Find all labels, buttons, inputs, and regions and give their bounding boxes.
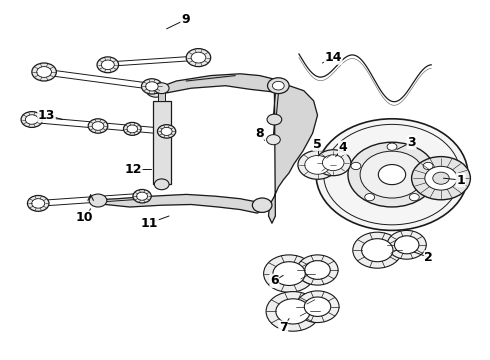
Circle shape: [123, 122, 141, 135]
Circle shape: [133, 189, 151, 203]
Circle shape: [32, 63, 56, 81]
Circle shape: [137, 192, 147, 200]
Circle shape: [387, 143, 397, 150]
Text: 4: 4: [339, 141, 347, 154]
Text: 2: 2: [424, 251, 433, 264]
Circle shape: [409, 194, 419, 201]
Circle shape: [92, 122, 104, 130]
Circle shape: [316, 119, 468, 230]
Circle shape: [378, 165, 406, 185]
Circle shape: [353, 232, 402, 268]
Circle shape: [32, 199, 45, 208]
Polygon shape: [269, 86, 318, 223]
Circle shape: [362, 239, 393, 262]
Text: 12: 12: [124, 163, 142, 176]
Circle shape: [97, 57, 119, 73]
Text: 1: 1: [456, 174, 465, 186]
Text: 6: 6: [270, 274, 279, 287]
Text: 14: 14: [324, 51, 342, 64]
Circle shape: [297, 255, 338, 285]
Circle shape: [25, 115, 38, 124]
Circle shape: [142, 79, 162, 94]
Circle shape: [322, 155, 344, 171]
Polygon shape: [96, 194, 265, 213]
Circle shape: [88, 119, 108, 133]
Circle shape: [146, 82, 158, 91]
Circle shape: [348, 142, 436, 207]
Circle shape: [252, 198, 272, 212]
Circle shape: [412, 157, 470, 200]
Circle shape: [305, 156, 330, 174]
Circle shape: [267, 135, 280, 145]
Circle shape: [433, 172, 449, 184]
FancyBboxPatch shape: [158, 88, 165, 101]
Circle shape: [161, 127, 172, 135]
Circle shape: [267, 114, 282, 125]
Circle shape: [298, 150, 337, 179]
Circle shape: [276, 299, 310, 324]
Circle shape: [316, 150, 351, 176]
Circle shape: [154, 179, 169, 190]
Circle shape: [296, 291, 339, 323]
Circle shape: [101, 60, 114, 69]
Text: 7: 7: [279, 321, 288, 334]
Text: 10: 10: [76, 211, 94, 224]
Circle shape: [21, 112, 43, 127]
Text: 8: 8: [255, 127, 264, 140]
Text: 5: 5: [313, 138, 322, 150]
Circle shape: [360, 151, 424, 198]
Circle shape: [154, 83, 169, 94]
Circle shape: [89, 194, 107, 207]
Circle shape: [273, 262, 305, 285]
Circle shape: [423, 162, 433, 170]
Text: 11: 11: [141, 217, 158, 230]
Circle shape: [305, 261, 330, 279]
Circle shape: [365, 194, 375, 201]
Text: 13: 13: [38, 109, 55, 122]
Circle shape: [146, 83, 166, 97]
Circle shape: [266, 292, 320, 331]
Circle shape: [272, 81, 284, 90]
Circle shape: [151, 86, 161, 94]
Text: 9: 9: [181, 13, 190, 26]
FancyBboxPatch shape: [153, 101, 171, 184]
Circle shape: [157, 125, 176, 138]
Circle shape: [268, 78, 289, 94]
Circle shape: [425, 166, 457, 190]
Circle shape: [394, 236, 419, 254]
Circle shape: [264, 255, 315, 292]
Circle shape: [351, 162, 361, 170]
Circle shape: [304, 297, 331, 316]
Circle shape: [191, 52, 206, 63]
Circle shape: [127, 125, 138, 133]
Circle shape: [186, 49, 211, 67]
Circle shape: [37, 67, 51, 77]
Circle shape: [27, 195, 49, 211]
Text: 3: 3: [407, 136, 416, 149]
Circle shape: [387, 230, 426, 259]
Polygon shape: [152, 74, 282, 93]
